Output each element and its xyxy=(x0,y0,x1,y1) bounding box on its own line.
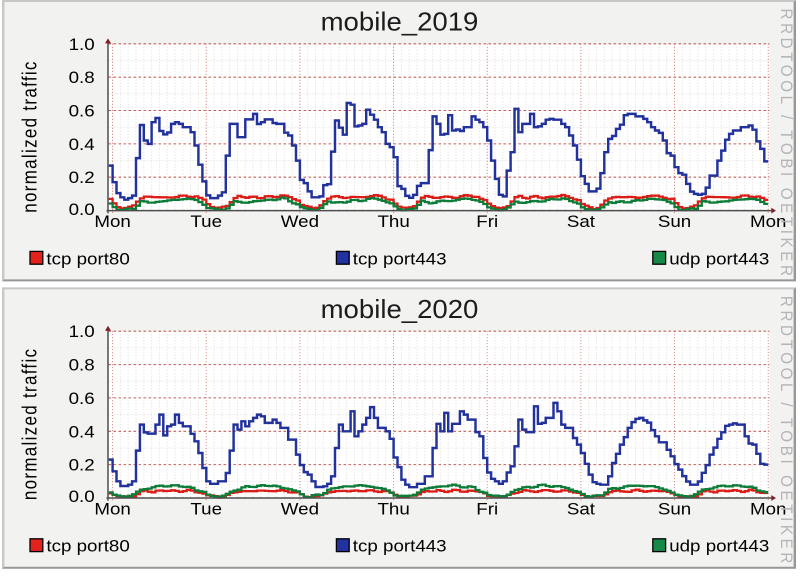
svg-text:1.0: 1.0 xyxy=(69,35,95,54)
svg-text:normalized traffic: normalized traffic xyxy=(18,60,41,212)
svg-text:tcp port443: tcp port443 xyxy=(353,249,447,268)
svg-text:Tue: Tue xyxy=(190,212,222,231)
svg-text:udp port443: udp port443 xyxy=(669,249,769,268)
svg-text:mobile_2019: mobile_2019 xyxy=(321,7,479,36)
svg-text:RRDTOOL / TOBI OETIKER: RRDTOOL / TOBI OETIKER xyxy=(777,9,796,280)
svg-text:Sat: Sat xyxy=(567,499,595,518)
svg-text:Fri: Fri xyxy=(476,212,498,231)
svg-text:tcp port443: tcp port443 xyxy=(353,537,447,556)
svg-text:Fri: Fri xyxy=(476,499,498,518)
svg-text:RRDTOOL / TOBI OETIKER: RRDTOOL / TOBI OETIKER xyxy=(777,296,796,567)
svg-text:Thu: Thu xyxy=(377,212,409,231)
svg-text:Sun: Sun xyxy=(658,212,691,231)
svg-text:0.0: 0.0 xyxy=(69,487,95,506)
svg-text:tcp port80: tcp port80 xyxy=(46,249,130,268)
svg-text:Sun: Sun xyxy=(658,499,691,518)
svg-text:Wed: Wed xyxy=(281,499,319,518)
svg-text:0.2: 0.2 xyxy=(69,168,95,187)
svg-text:normalized traffic: normalized traffic xyxy=(18,348,41,500)
svg-text:0.6: 0.6 xyxy=(69,102,95,121)
svg-text:0.4: 0.4 xyxy=(69,135,95,154)
svg-text:Sat: Sat xyxy=(567,212,595,231)
svg-text:1.0: 1.0 xyxy=(69,322,95,341)
svg-text:Mon: Mon xyxy=(750,499,786,518)
svg-text:0.8: 0.8 xyxy=(69,68,95,87)
svg-text:0.0: 0.0 xyxy=(69,200,95,219)
svg-text:Tue: Tue xyxy=(190,499,222,518)
svg-text:Wed: Wed xyxy=(281,212,319,231)
svg-text:mobile_2020: mobile_2020 xyxy=(321,295,479,324)
svg-text:tcp port80: tcp port80 xyxy=(46,537,130,556)
svg-text:0.4: 0.4 xyxy=(69,422,95,441)
svg-text:0.6: 0.6 xyxy=(69,389,95,408)
svg-text:Mon: Mon xyxy=(94,212,130,231)
svg-text:Mon: Mon xyxy=(94,499,130,518)
svg-text:0.8: 0.8 xyxy=(69,356,95,375)
svg-text:Mon: Mon xyxy=(750,212,786,231)
svg-text:Thu: Thu xyxy=(377,499,409,518)
svg-text:0.2: 0.2 xyxy=(69,456,95,475)
svg-text:udp port443: udp port443 xyxy=(669,537,769,556)
